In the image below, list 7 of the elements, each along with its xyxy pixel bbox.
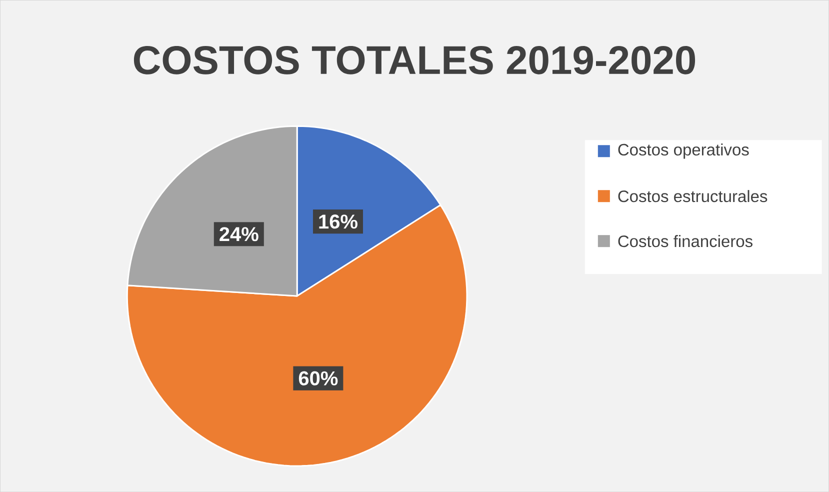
legend-label: Costos estructurales — [618, 190, 768, 202]
chart-title: COSTOS TOTALES 2019-2020 — [134, 46, 696, 74]
legend-label: Costos operativos — [618, 143, 749, 159]
data-label: 60% — [298, 371, 338, 386]
data-label: 24% — [220, 226, 258, 242]
data-label: 16% — [319, 214, 358, 229]
legend-label: Costos financieros — [618, 234, 752, 248]
